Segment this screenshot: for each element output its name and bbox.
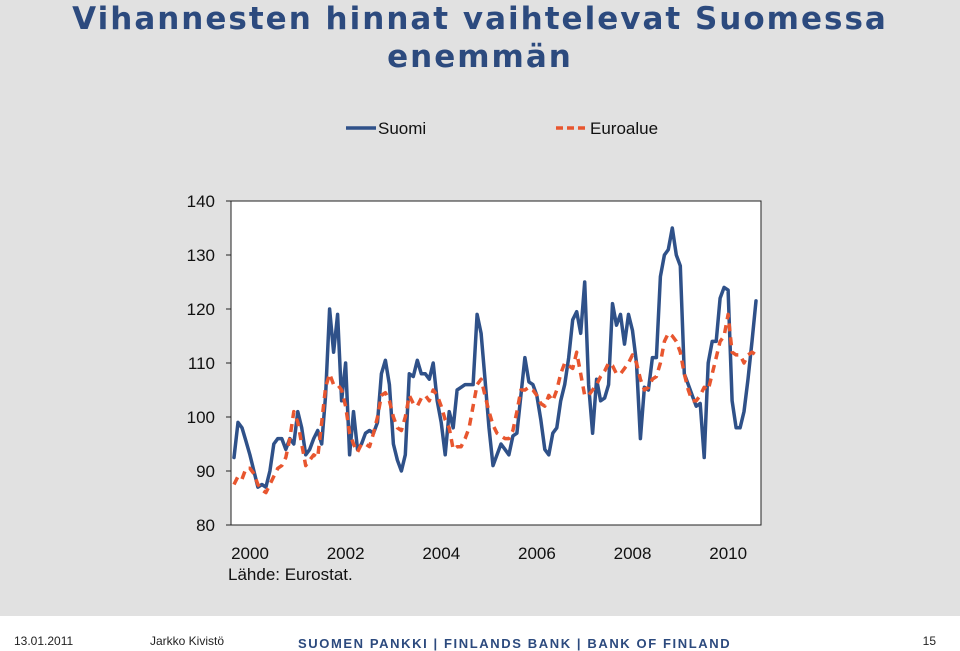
y-tick-label: 130 — [187, 246, 215, 265]
legend-label: Suomi — [378, 119, 426, 138]
x-tick-label: 2008 — [614, 544, 652, 563]
series-line-euroalue — [232, 312, 757, 495]
x-tick-label: 2000 — [231, 544, 269, 563]
y-tick-label: 100 — [187, 408, 215, 427]
legend: Suomi Euroalue — [346, 119, 658, 138]
y-tick-label: 90 — [196, 462, 215, 481]
slide-title: Vihannesten hinnat vaihtelevat Suomessa … — [0, 0, 960, 76]
x-axis: 2000 2002 2004 2006 2008 2010 — [231, 544, 747, 563]
page-number: 15 — [922, 634, 936, 648]
slide-title-line1: Vihannesten hinnat vaihtelevat Suomessa — [72, 1, 888, 37]
x-tick-label: 2004 — [422, 544, 460, 563]
footer-bar: 13.01.2011 Jarkko Kivistö SUOMEN PANKKI … — [0, 616, 960, 651]
y-axis: 140 130 120 110 100 90 80 — [187, 192, 231, 535]
y-tick-label: 140 — [187, 192, 215, 211]
footer-date: 13.01.2011 — [14, 634, 74, 648]
y-tick-label: 110 — [188, 354, 215, 373]
source-note: Lähde: Eurostat. — [228, 565, 353, 584]
y-tick-label: 120 — [187, 300, 215, 319]
series-line-suomi — [232, 226, 758, 489]
x-tick-label: 2010 — [709, 544, 747, 563]
x-tick-label: 2002 — [327, 544, 365, 563]
footer-bank-name: SUOMEN PANKKI | FINLANDS BANK | BANK OF … — [298, 636, 732, 651]
x-tick-label: 2006 — [518, 544, 556, 563]
series-group — [232, 226, 758, 495]
slide-title-line2: enemmän — [387, 39, 573, 75]
legend-label: Euroalue — [590, 119, 658, 138]
y-tick-label: 80 — [196, 516, 215, 535]
footer-author: Jarkko Kivistö — [150, 634, 225, 648]
